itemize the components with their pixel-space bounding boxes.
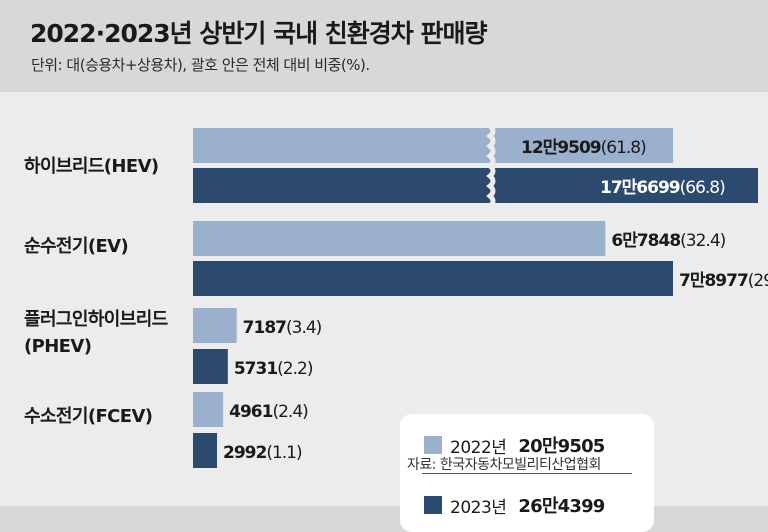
category-label: 플러그인하이브리드 (PHEV) xyxy=(24,309,168,357)
bar-2023 xyxy=(193,168,758,203)
value-label: 7만8977(29.9) xyxy=(679,271,768,291)
legend-year-2022: 2022년 xyxy=(450,437,507,458)
value-label: 17만6699(66.8) xyxy=(600,178,725,198)
legend-divider xyxy=(422,473,632,474)
category-label: 수소전기(FCEV) xyxy=(24,406,152,427)
bar-2022 xyxy=(193,221,606,256)
category-label: 순수전기(EV) xyxy=(24,236,128,257)
value-label: 7187(3.4) xyxy=(243,318,322,338)
category-label: 하이브리드(HEV) xyxy=(24,156,159,177)
legend-total-2023: 26만4399 xyxy=(518,496,605,517)
value-label: 5731(2.2) xyxy=(234,359,313,379)
bar-2023 xyxy=(193,261,673,296)
axis-break-marker xyxy=(486,124,496,208)
legend-item-2022: 2022년 20만9505 xyxy=(424,430,605,460)
value-label: 6만7848(32.4) xyxy=(611,231,725,251)
legend-swatch-2022 xyxy=(424,436,442,454)
chart-title: 2022·2023년 상반기 국내 친환경차 판매량 xyxy=(30,19,487,48)
value-label: 12만9509(61.8) xyxy=(521,138,646,158)
bar-chart: 하이브리드(HEV) 순수전기(EV) 플러그인하이브리드 (PHEV) 수소전기(FC… xyxy=(24,124,768,468)
bar-2022 xyxy=(193,308,237,343)
legend-total-2022: 20만9505 xyxy=(518,436,605,457)
legend-item-2023: 2023년 26만4399 xyxy=(424,490,605,520)
chart-panel: 하이브리드(HEV) 순수전기(EV) 플러그인하이브리드 (PHEV) 수소전기(FC… xyxy=(0,92,768,532)
legend-year-2023: 2023년 xyxy=(450,497,507,518)
value-label: 2992(1.1) xyxy=(223,443,302,463)
bar-2023 xyxy=(193,433,217,468)
source-note: 자료: 한국자동차모빌리티산업협회 xyxy=(407,457,601,473)
bar-2023 xyxy=(193,349,228,384)
bar-2022 xyxy=(193,128,673,163)
value-label: 4961(2.4) xyxy=(229,402,308,422)
legend-swatch-2023 xyxy=(424,496,442,514)
bar-2022 xyxy=(193,392,224,427)
chart-subtitle: 단위: 대(승용차+상용차), 괄호 안은 전체 대비 비중(%). xyxy=(31,56,370,74)
